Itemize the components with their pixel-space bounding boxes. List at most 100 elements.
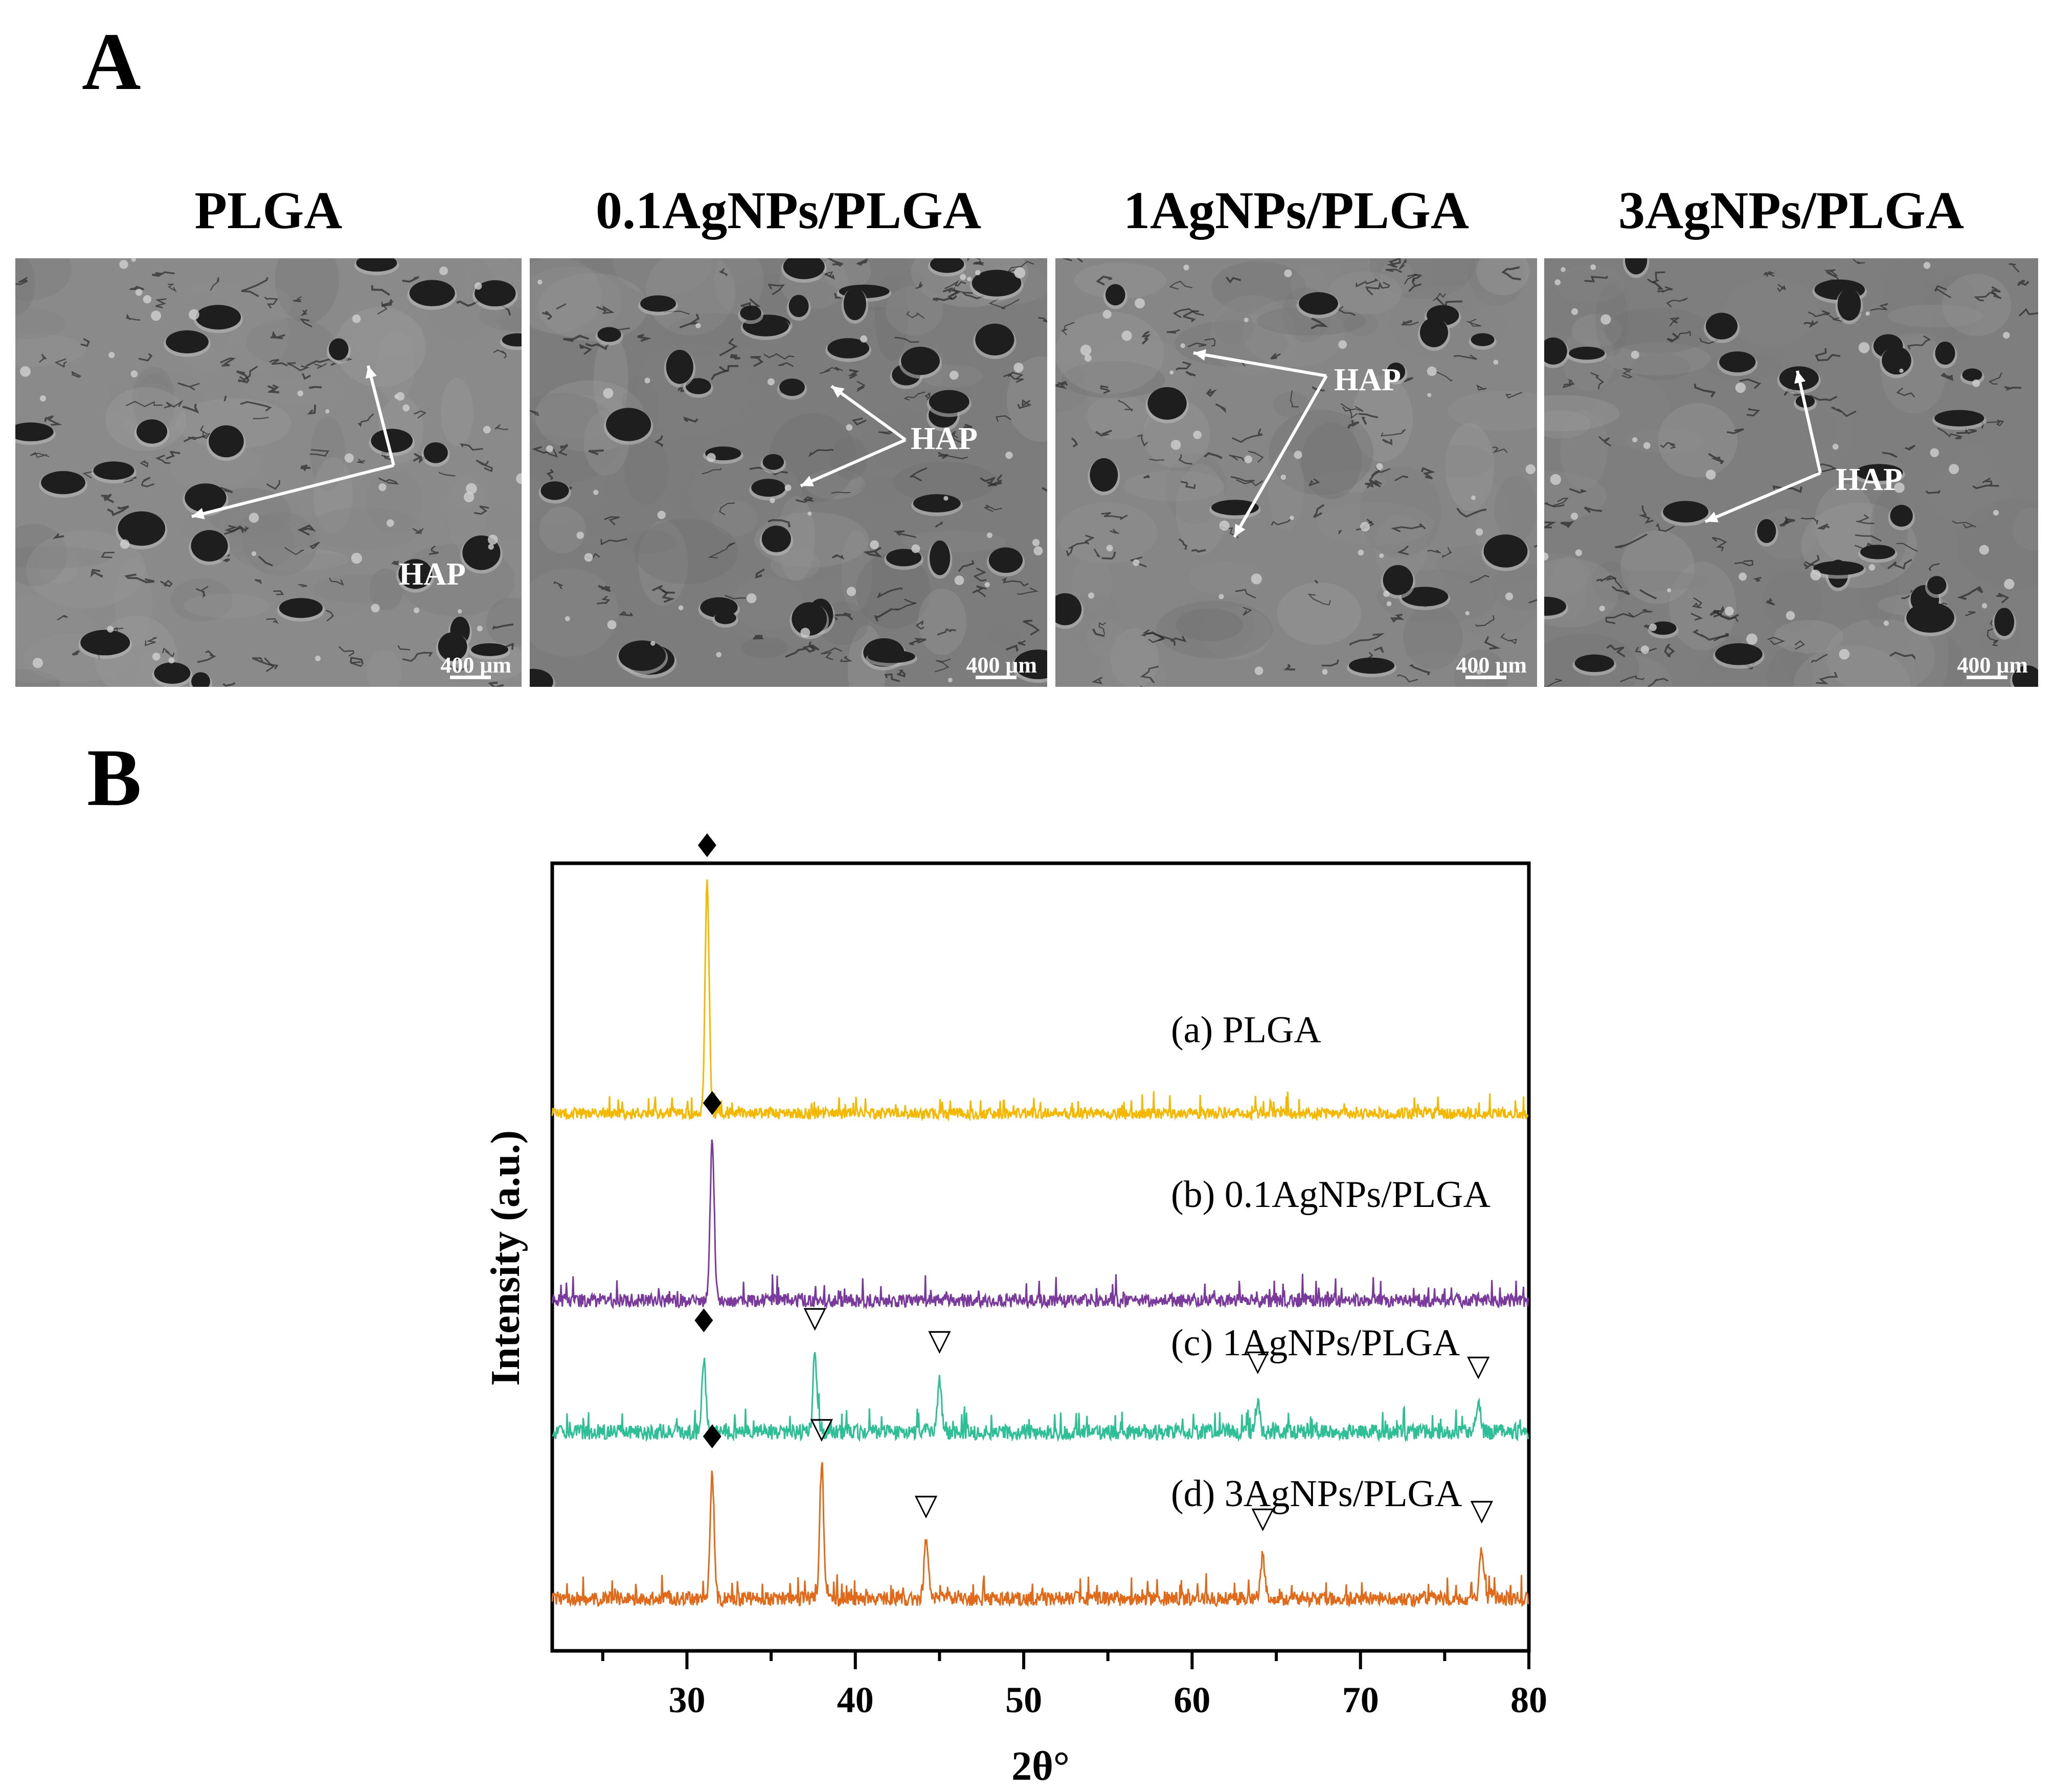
sem-pore — [1211, 500, 1259, 516]
sem-crack — [878, 430, 894, 435]
sem-particle — [1084, 354, 1092, 362]
sem-particle — [1883, 620, 1889, 626]
sem-crack — [1882, 452, 1898, 458]
sem-texture — [2012, 507, 2038, 551]
sem-crack — [532, 446, 552, 454]
sem-particle — [39, 395, 47, 402]
sem-crack — [284, 547, 304, 555]
sem-pore — [1890, 505, 1913, 527]
sem-crack — [1390, 614, 1405, 623]
sem-crack — [598, 585, 611, 592]
sem-crack — [1657, 286, 1673, 293]
sem-crack — [90, 569, 103, 578]
sem-particle — [1786, 611, 1795, 620]
sem-particle — [1427, 393, 1432, 397]
sem-crack — [915, 281, 923, 289]
sem-title-3agnps: 3AgNPs/PLGA — [1618, 181, 1964, 240]
sem-pore — [1715, 643, 1763, 665]
sem-crack — [141, 477, 155, 487]
sem-pore — [1419, 318, 1449, 347]
sem-crack — [1092, 628, 1105, 637]
sem-crack — [314, 363, 327, 369]
sem-crack — [1390, 523, 1426, 533]
sem-crack — [155, 454, 171, 464]
sem-crack — [1311, 317, 1328, 329]
sem-crack — [1183, 310, 1199, 323]
sem-particle — [770, 498, 775, 503]
sem-particle — [1981, 603, 1988, 609]
sem-crack — [1727, 428, 1744, 434]
sem-particle — [251, 551, 257, 556]
sem-pore — [597, 327, 621, 342]
sem-pore — [1860, 545, 1895, 559]
sem-crack — [1965, 611, 1976, 617]
sem-pore — [929, 540, 951, 575]
sem-particle — [565, 616, 570, 621]
sem-particle — [1088, 592, 1095, 599]
sem-crack — [44, 415, 62, 426]
sem-texture — [593, 333, 628, 424]
sem-particle — [984, 582, 990, 588]
sem-crack — [803, 641, 820, 651]
sem-crack — [1544, 678, 1562, 687]
sem-crack — [474, 505, 489, 515]
sem-particle — [1386, 601, 1392, 607]
sem-crack — [1505, 391, 1523, 399]
sem-crack — [1896, 387, 1915, 398]
sem-particle — [1280, 474, 1286, 480]
sem-particle — [1868, 564, 1876, 571]
hap-arrow-line — [800, 438, 907, 487]
sem-crack — [357, 413, 374, 428]
sem-particle — [986, 532, 992, 539]
sem-particle — [1993, 510, 1999, 516]
sem-crack — [1652, 280, 1664, 290]
sem-particle — [1106, 545, 1113, 552]
sem-crack — [325, 610, 334, 622]
sem-particle — [746, 593, 757, 603]
sem-texture — [1072, 556, 1112, 610]
sem-crack — [950, 431, 964, 444]
sem-crack — [808, 449, 834, 457]
sem-crack — [796, 496, 814, 503]
sem-texture — [246, 318, 334, 366]
sem-particle — [870, 540, 879, 549]
sem-texture — [1604, 307, 1712, 354]
sem-particle — [463, 491, 475, 503]
sem-crack — [1620, 675, 1645, 683]
sem-crack — [1398, 259, 1407, 270]
sem-crack — [382, 299, 394, 306]
sem-crack — [1752, 576, 1762, 582]
sem-crack — [402, 652, 433, 662]
sem-crack — [1584, 276, 1609, 283]
sem-crack — [1204, 452, 1223, 459]
sem-particle — [1134, 298, 1145, 309]
sem-texture — [1317, 502, 1434, 546]
sem-particle — [1133, 559, 1140, 566]
sem-crack — [1621, 368, 1633, 379]
sem-pore — [1544, 337, 1567, 365]
sem-texture — [1913, 633, 1965, 687]
sem-crack — [1137, 434, 1148, 447]
sem-texture — [443, 503, 522, 541]
sem-crack — [702, 467, 722, 475]
sem-particle — [584, 553, 593, 562]
sem-crack — [963, 423, 973, 432]
sem-particle — [1979, 545, 1989, 555]
sem-pore — [788, 295, 809, 318]
sem-crack — [1694, 384, 1716, 398]
sem-crack — [241, 277, 268, 297]
hap-arrow-head-icon — [1705, 511, 1719, 523]
sem-crack — [183, 434, 207, 442]
sem-crack — [1432, 293, 1446, 302]
sem-particle — [947, 678, 953, 683]
sem-texture — [1403, 604, 1463, 670]
sem-texture — [1200, 606, 1271, 660]
scale-bar — [1465, 676, 1506, 679]
sem-particle — [1244, 455, 1253, 463]
sem-crack — [252, 657, 279, 670]
sem-texture — [1055, 361, 1091, 413]
sem-crack — [292, 296, 302, 303]
sem-crack — [1709, 610, 1739, 620]
hap-annotation: HAP — [1704, 370, 1903, 523]
sem-pore — [1650, 621, 1677, 635]
